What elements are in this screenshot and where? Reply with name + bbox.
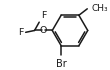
Text: F: F (41, 11, 46, 20)
Text: F: F (18, 28, 24, 37)
Text: CH₃: CH₃ (92, 4, 108, 13)
Text: O: O (40, 26, 47, 35)
Text: Br: Br (56, 59, 67, 69)
